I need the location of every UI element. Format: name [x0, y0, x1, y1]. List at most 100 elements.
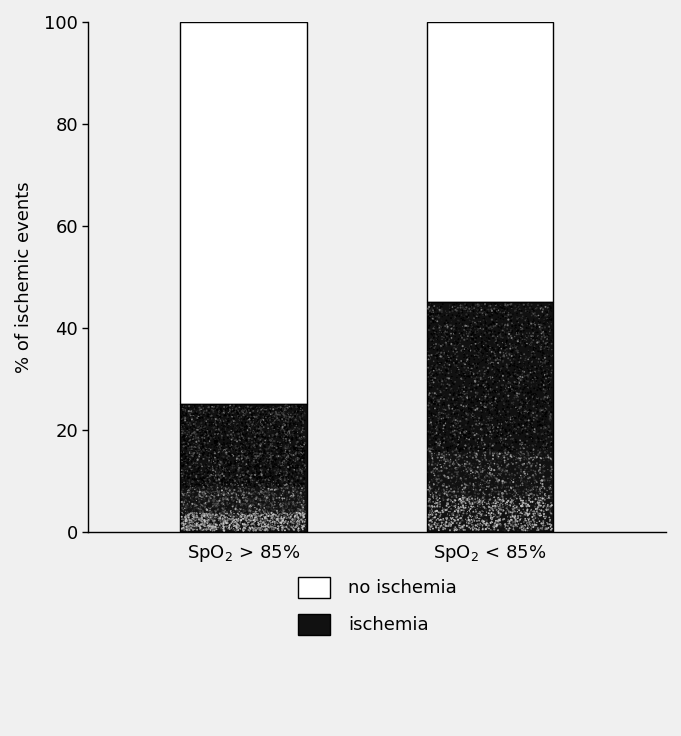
Point: [208, 464, 219, 475]
Point: [278, 502, 289, 514]
Point: [219, 517, 230, 528]
Point: [255, 412, 266, 424]
Point: [428, 377, 439, 389]
Point: [293, 450, 304, 462]
Point: [284, 459, 295, 471]
Point: [518, 408, 528, 420]
Point: [179, 408, 190, 420]
Point: [477, 308, 488, 319]
Point: [458, 381, 469, 393]
Point: [496, 430, 507, 442]
Point: [228, 498, 239, 510]
Point: [258, 470, 269, 481]
Point: [295, 459, 306, 471]
Point: [519, 472, 530, 484]
Point: [470, 350, 481, 362]
Point: [428, 464, 439, 475]
Point: [192, 471, 203, 483]
Point: [278, 485, 289, 497]
Point: [180, 467, 191, 479]
Point: [271, 466, 282, 478]
Point: [296, 403, 306, 415]
Point: [478, 447, 489, 459]
Point: [277, 431, 288, 443]
Point: [444, 486, 455, 498]
Point: [238, 448, 249, 460]
Point: [513, 410, 524, 422]
Point: [499, 321, 510, 333]
Point: [205, 417, 216, 429]
Point: [457, 500, 468, 512]
Point: [500, 342, 511, 354]
Point: [223, 420, 234, 431]
Point: [234, 413, 245, 425]
Point: [503, 314, 514, 325]
Point: [504, 325, 515, 337]
Point: [251, 470, 262, 482]
Point: [205, 493, 216, 505]
Point: [490, 517, 501, 529]
Point: [215, 443, 226, 455]
Point: [525, 381, 536, 393]
Point: [529, 328, 540, 339]
Point: [253, 495, 264, 506]
Point: [486, 524, 497, 536]
Point: [296, 500, 306, 512]
Point: [213, 495, 224, 507]
Point: [526, 523, 537, 535]
Point: [486, 428, 497, 440]
Point: [193, 464, 204, 475]
Point: [425, 301, 436, 313]
Point: [239, 422, 250, 434]
Point: [473, 429, 484, 441]
Point: [202, 457, 213, 469]
Point: [463, 479, 474, 491]
Point: [183, 476, 194, 488]
Point: [204, 403, 215, 415]
Point: [248, 497, 259, 509]
Point: [476, 476, 487, 488]
Point: [539, 356, 550, 368]
Point: [197, 512, 208, 523]
Point: [503, 353, 513, 364]
Point: [201, 434, 212, 446]
Point: [445, 495, 456, 507]
Point: [521, 322, 532, 333]
Point: [487, 329, 498, 341]
Point: [516, 512, 526, 524]
Point: [227, 497, 238, 509]
Point: [519, 412, 530, 424]
Point: [235, 447, 246, 459]
Point: [198, 495, 209, 506]
Point: [238, 479, 249, 491]
Point: [532, 336, 543, 348]
Point: [235, 503, 246, 515]
Point: [178, 463, 189, 475]
Point: [285, 515, 296, 527]
Point: [253, 510, 264, 522]
Point: [192, 408, 203, 420]
Point: [260, 486, 271, 498]
Point: [454, 363, 465, 375]
Point: [206, 440, 217, 452]
Point: [536, 304, 547, 316]
Point: [434, 447, 445, 459]
Point: [460, 343, 471, 355]
Point: [502, 418, 513, 430]
Point: [178, 436, 189, 447]
Point: [273, 512, 284, 524]
Point: [446, 332, 457, 344]
Point: [491, 448, 502, 460]
Point: [276, 505, 287, 517]
Point: [297, 428, 308, 440]
Point: [190, 498, 201, 510]
Point: [486, 308, 497, 320]
Point: [490, 421, 501, 433]
Point: [507, 523, 518, 534]
Point: [240, 445, 251, 457]
Point: [279, 511, 289, 523]
Point: [522, 403, 533, 414]
Point: [196, 492, 207, 503]
Point: [284, 456, 295, 468]
Point: [502, 498, 513, 510]
